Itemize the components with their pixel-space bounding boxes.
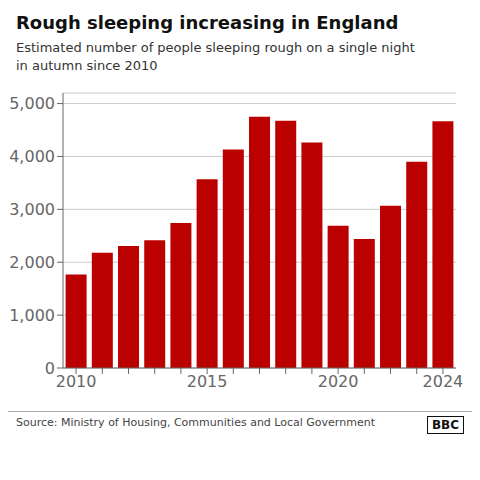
- html-text:Source: Ministry of Housing, C: Source: Ministry of Housing, Communities…: [16, 416, 375, 429]
- svg-text:3,000: 3,000: [9, 200, 55, 219]
- svg-text:2,000: 2,000: [9, 253, 55, 272]
- svg-text:0: 0: [45, 359, 55, 378]
- svg-text:1,000: 1,000: [9, 306, 55, 325]
- html-text:Estimated number of people sle: Estimated number of people sleeping roug…: [16, 40, 415, 55]
- svg-text:2015: 2015: [187, 372, 228, 391]
- svg-text:2024: 2024: [423, 372, 464, 391]
- svg-text:2020: 2020: [318, 372, 359, 391]
- html-text:Rough sleeping increasing in E: Rough sleeping increasing in England: [16, 12, 399, 33]
- html-text:BBC: BBC: [431, 418, 459, 432]
- html-text:in autumn since 2010: in autumn since 2010: [16, 58, 158, 73]
- svg-text:2010: 2010: [56, 372, 97, 391]
- svg-text:4,000: 4,000: [9, 147, 55, 166]
- svg-text:5,000: 5,000: [9, 94, 55, 113]
